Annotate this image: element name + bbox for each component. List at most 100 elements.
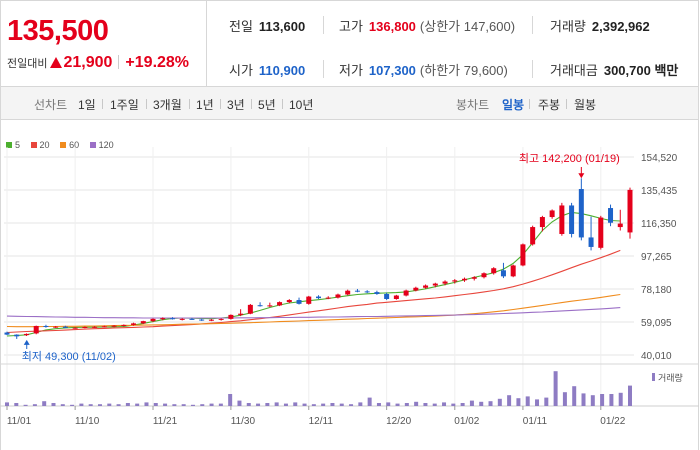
candle-body <box>325 297 331 299</box>
divider <box>146 99 147 109</box>
change-value: 21,900 <box>63 54 113 71</box>
candle-body <box>539 217 545 228</box>
volume-bar <box>23 404 28 406</box>
volume-bars <box>5 371 632 406</box>
period-3m[interactable]: 3개월 <box>153 98 182 112</box>
x-tick-label: 12/20 <box>386 416 411 427</box>
volume-bar <box>293 402 298 406</box>
candle-body <box>62 326 68 328</box>
candle-body <box>131 323 137 325</box>
period-1w[interactable]: 1주일 <box>110 98 139 112</box>
x-tick-label: 01/02 <box>454 416 479 427</box>
period-monthly[interactable]: 월봉 <box>574 98 597 112</box>
candle-body <box>189 318 195 320</box>
volume-bar <box>469 400 474 406</box>
candle-body <box>500 270 506 277</box>
max-price-label: 최고 142,200 (01/19) <box>519 152 620 165</box>
volume-bar <box>581 393 586 406</box>
volume-bar <box>488 401 493 406</box>
candle-body <box>316 296 321 299</box>
candle-body <box>306 296 312 304</box>
candle-body <box>33 325 39 334</box>
legend-item-ma120: 120 <box>89 140 114 150</box>
period-10y[interactable]: 10년 <box>289 98 314 112</box>
y-tick-label: 59,095 <box>641 318 672 329</box>
volume-bar <box>535 399 540 406</box>
volume-bar <box>432 403 437 406</box>
y-tick-label: 78,180 <box>641 285 672 296</box>
candle-body <box>101 326 107 328</box>
volume-bar <box>51 403 56 406</box>
volume-bar <box>60 404 65 406</box>
volume-bar <box>628 385 632 406</box>
volume-bar <box>562 392 567 406</box>
candle-body <box>481 273 487 278</box>
candle-body <box>150 318 156 322</box>
legend-item-ma60: 60 <box>60 140 79 150</box>
candles <box>4 178 633 339</box>
volume-bar <box>600 394 605 406</box>
candle-body <box>218 318 224 320</box>
volume-bar <box>190 404 195 406</box>
volume-bar <box>321 403 326 406</box>
candle-body <box>403 290 409 296</box>
candle-body <box>121 324 127 326</box>
annotations: 최고 142,200 (01/19) 최저 49,300 (11/02) <box>22 152 620 363</box>
ma-line-120 <box>6 307 621 319</box>
divider <box>323 16 324 34</box>
period-3y[interactable]: 3년 <box>227 98 245 112</box>
period-weekly[interactable]: 주봉 <box>538 98 561 112</box>
volume-bar <box>395 403 400 406</box>
legend-swatch <box>60 142 67 148</box>
volume-bar <box>367 397 372 406</box>
x-tick-label: 11/30 <box>231 416 256 427</box>
volume-bar <box>460 403 465 406</box>
candle-body <box>491 268 497 274</box>
candle-body <box>179 318 185 320</box>
candle-body <box>199 319 205 321</box>
volume-bar <box>42 401 47 406</box>
y-axis: 154,520 135,435 116,350 97,265 78,180 59,095 4… <box>641 153 678 362</box>
candle-body <box>432 283 438 286</box>
period-daily[interactable]: 일봉 <box>502 98 525 112</box>
candle-body <box>345 290 351 295</box>
divider <box>282 99 283 109</box>
divider <box>102 99 103 109</box>
candle-body <box>247 304 253 314</box>
candle-body <box>277 302 283 306</box>
x-tick-label: 01/22 <box>600 416 625 427</box>
volume-bar <box>70 404 75 406</box>
current-price: 135,500 <box>7 15 109 47</box>
candle-body <box>510 265 516 277</box>
volume-bar <box>339 403 344 406</box>
y-tick-label: 154,520 <box>641 153 678 164</box>
up-arrow-icon <box>50 57 63 68</box>
volume-bar <box>228 394 233 406</box>
volume-bar <box>283 403 288 406</box>
candle-body <box>374 292 380 294</box>
legend-swatch <box>89 142 96 148</box>
volume-bar <box>116 404 121 406</box>
candle-body <box>442 281 448 284</box>
volume-bar <box>618 392 623 406</box>
volume-bar <box>5 402 9 406</box>
period-5y[interactable]: 5년 <box>258 98 276 112</box>
volume-bar <box>265 403 270 406</box>
candle-body <box>267 305 273 307</box>
candle-body <box>140 321 146 324</box>
divider <box>529 99 530 109</box>
period-1d[interactable]: 1일 <box>78 98 96 112</box>
volume-bar <box>274 402 279 406</box>
x-axis: 11/01 11/10 11/21 11/30 12/11 12/20 01/02 01/11… <box>6 406 626 427</box>
moving-average-lines <box>6 211 621 337</box>
ma-legend: 5 20 60 120 <box>6 140 122 150</box>
volume-bar <box>200 404 205 406</box>
candle-body <box>286 300 292 303</box>
period-1y[interactable]: 1년 <box>196 98 214 112</box>
stat-turnover: 거래대금 300,700 백만 <box>550 63 679 78</box>
x-tick-label: 12/11 <box>309 416 334 427</box>
volume-bar <box>451 403 456 406</box>
max-arrowhead <box>578 173 585 179</box>
candle-body <box>364 291 370 293</box>
